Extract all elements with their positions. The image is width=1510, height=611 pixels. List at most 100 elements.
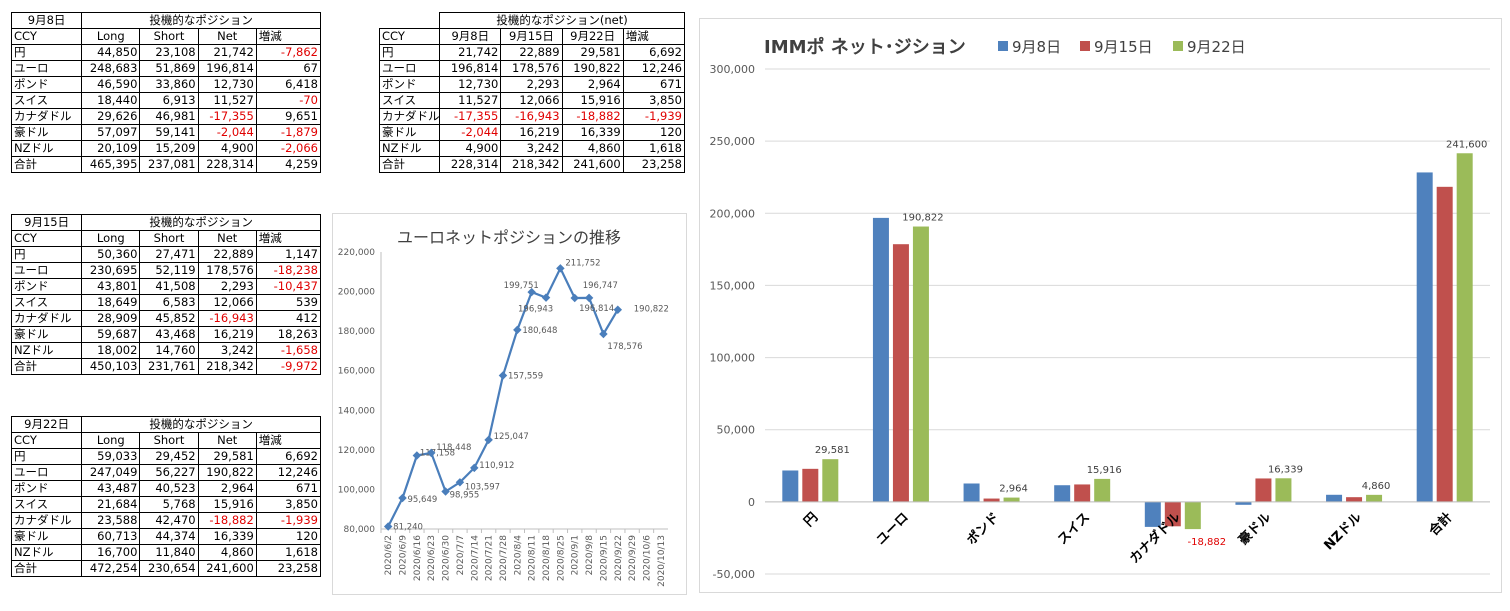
table-row: 豪ドル 57,097 59,141 -2,044 -1,879 [10,124,322,141]
table-cell: 27,471 [139,246,199,263]
data-label: 117,158 [420,448,455,458]
table-cell: 18,440 [81,92,141,109]
y-tick-label: 200,000 [338,288,375,298]
table-cell: 52,119 [139,262,199,279]
table-sep15: 9月15日 投機的なポジション CCY Long Short Net 増減円 50,360 27… [10,214,322,375]
row-label: ユーロ [378,60,441,77]
table-row: 円 50,360 27,471 22,889 1,147 [10,246,322,263]
bar [1074,484,1091,502]
table-cell: 21,684 [81,496,141,513]
table-row: NZドル 20,109 15,209 4,900 -2,066 [10,140,322,157]
data-point [556,264,565,273]
bar [1456,153,1473,502]
table-row: スイス 18,440 6,913 11,527 -70 [10,92,322,109]
table-cell: 539 [255,294,322,311]
table-header-row: CCY Long Short Net 増減 [10,432,322,449]
data-label: 180,648 [522,326,557,336]
table-cell: 671 [255,480,322,497]
table-cell: 120 [255,528,322,545]
data-point [383,522,393,531]
x-tick-label: 2020/6/16 [413,535,423,581]
data-label: 199,751 [504,281,539,291]
column-header: Net [197,432,257,449]
table-cell: 59,033 [81,448,141,465]
y-tick-label: 180,000 [338,327,375,337]
table-cell: 196,814 [197,60,257,77]
data-label: 29,581 [815,445,850,456]
bar [1184,501,1201,530]
table-row: ポンド 43,487 40,523 2,964 671 [10,480,322,497]
table-cell: 44,374 [139,528,199,545]
table-row: ポンド 12,730 2,293 2,964 671 [378,76,686,93]
category-label: NZドル [1322,510,1365,553]
column-header: CCY [10,28,83,45]
data-label: 196,814 [579,304,614,314]
row-label: NZドル [378,140,441,157]
table-cell: 56,227 [139,464,199,481]
row-label: ユーロ [10,262,83,279]
table-cell: -16,943 [500,108,563,125]
column-header: CCY [378,28,441,45]
column-header: CCY [10,230,83,247]
table-row: ユーロ 196,814 178,576 190,822 12,246 [378,60,686,77]
table-cell: 11,527 [197,92,257,109]
table-cell: 190,822 [561,60,624,77]
row-label: 豪ドル [10,124,83,141]
y-tick-label: 100,000 [710,352,756,365]
table-row: ポンド 43,801 41,508 2,293 -10,437 [10,278,322,295]
table-cell: -18,882 [197,512,257,529]
table-row: NZドル 4,900 3,242 4,860 1,618 [378,140,686,157]
table-row: 合計 228,314 218,342 241,600 23,258 [378,156,686,173]
table-cell: -2,044 [439,124,502,141]
table-row: ユーロ 247,049 56,227 190,822 12,246 [10,464,322,481]
row-label: NZドル [10,342,83,359]
table-cell: 3,850 [255,496,322,513]
column-header: 増減 [255,230,322,247]
table-row: NZドル 18,002 14,760 3,242 -1,658 [10,342,322,359]
table-cell: 230,695 [81,262,141,279]
table-cell: 18,649 [81,294,141,311]
row-label: 円 [10,448,83,465]
y-tick-label: 160,000 [338,367,375,377]
row-label: ポンド [10,278,83,295]
bar [1275,478,1292,502]
table-cell: 11,840 [139,544,199,561]
y-tick-label: 250,000 [710,135,756,148]
table-cell: 6,692 [255,448,322,465]
table-cell: 4,900 [197,140,257,157]
column-header: 増減 [255,432,322,449]
table-cell: 2,293 [197,278,257,295]
table-title: 投機的なポジション [81,416,321,433]
row-label: 合計 [10,560,83,577]
x-tick-label: 2020/10/6 [642,535,652,581]
data-label: 2,964 [999,484,1028,495]
table-cell: 28,909 [81,310,141,327]
table-row: 円 59,033 29,452 29,581 6,692 [10,448,322,465]
data-point [570,293,579,303]
table-cell: 1,147 [255,246,322,263]
legend-label: 9月8日 [1012,38,1061,56]
legend-label: 9月15日 [1094,38,1153,56]
table-cell: 43,468 [139,326,199,343]
row-label: カナダドル [10,310,83,327]
row-label: スイス [10,92,83,109]
table-cell: 6,692 [622,44,686,61]
row-label: 合計 [10,358,83,375]
bar [1003,497,1020,502]
row-label: NZドル [10,544,83,561]
table-cell: 18,002 [81,342,141,359]
table-cell: 50,360 [81,246,141,263]
table-cell: 15,916 [197,496,257,513]
data-point [613,305,623,314]
table-cell: 1,618 [622,140,686,157]
table-row: カナダドル 28,909 45,852 -16,943 412 [10,310,322,327]
row-label: NZドル [10,140,83,157]
data-point [513,325,522,335]
row-label: 豪ドル [378,124,441,141]
table-cell: 22,889 [197,246,257,263]
y-tick-label: 300,000 [710,63,756,76]
data-label: 98,955 [450,490,480,500]
table-cell: 23,588 [81,512,141,529]
data-label: 211,752 [565,258,600,268]
chart-title: ユーロネットポジションの推移 [397,228,621,247]
